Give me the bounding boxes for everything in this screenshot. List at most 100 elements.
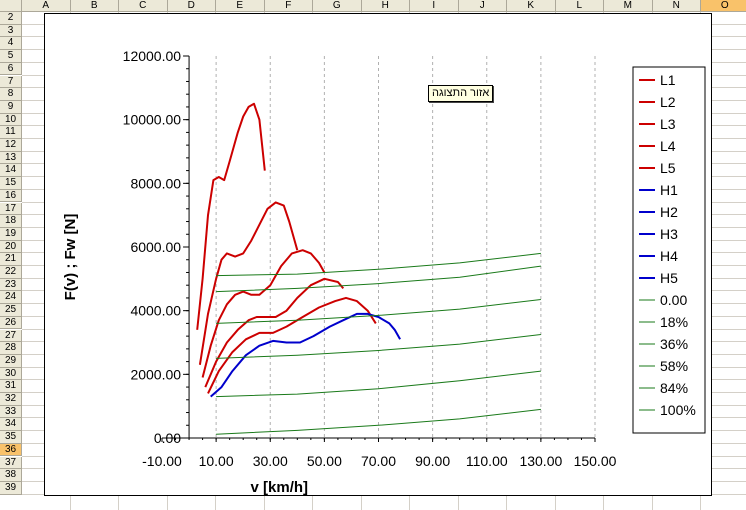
x-tick-label: 10.00 <box>199 453 234 469</box>
legend-label: L5 <box>660 160 676 176</box>
row-header-34[interactable]: 34 <box>0 418 22 432</box>
column-header-a[interactable]: A <box>22 0 71 12</box>
row-header-22[interactable]: 22 <box>0 266 22 279</box>
row-header-21[interactable]: 21 <box>0 253 22 266</box>
row-header-13[interactable]: 13 <box>0 151 22 165</box>
row-header-23[interactable]: 23 <box>0 278 22 292</box>
series-line-100- <box>216 252 541 277</box>
column-header-j[interactable]: J <box>458 0 507 12</box>
column-header-n[interactable]: N <box>652 0 701 12</box>
x-tick-label: 150.00 <box>574 453 617 469</box>
row-header-27[interactable]: 27 <box>0 329 22 343</box>
row-header-10[interactable]: 10 <box>0 113 22 127</box>
x-axis-title: v [km/h] <box>251 479 309 495</box>
legend-label: H4 <box>660 248 678 264</box>
row-header-36[interactable]: 36 <box>0 443 22 457</box>
row-header-17[interactable]: 17 <box>0 202 22 216</box>
row-header-12[interactable]: 12 <box>0 139 22 152</box>
column-header-e[interactable]: E <box>216 0 265 12</box>
row-header-31[interactable]: 31 <box>0 380 22 393</box>
column-header-l[interactable]: L <box>555 0 604 12</box>
series-line-84- <box>216 265 541 293</box>
row-header-29[interactable]: 29 <box>0 354 22 368</box>
row-header-32[interactable]: 32 <box>0 393 22 406</box>
series-line-58- <box>216 299 541 324</box>
y-tick-label: 0.00 <box>154 430 181 446</box>
row-header-11[interactable]: 11 <box>0 126 22 139</box>
chart-area[interactable]: -10.00 10.00 30.00 50.00 70.00 90.00 110.00 130… <box>44 13 712 496</box>
column-header-o[interactable]: O <box>701 0 746 12</box>
row-header-19[interactable]: 19 <box>0 227 22 241</box>
y-tick-label: 12000.00 <box>123 48 182 64</box>
column-header-d[interactable]: D <box>167 0 216 12</box>
row-header-37[interactable]: 37 <box>0 456 22 470</box>
y-tick-label: 6000.00 <box>130 239 181 255</box>
row-header-2[interactable]: 2 <box>0 12 22 25</box>
row-header-7[interactable]: 7 <box>0 75 22 89</box>
column-header-i[interactable]: I <box>410 0 459 12</box>
row-header-28[interactable]: 28 <box>0 342 22 355</box>
series-line-0-00 <box>216 408 541 435</box>
row-header-38[interactable]: 38 <box>0 469 22 482</box>
row-header-15[interactable]: 15 <box>0 177 22 190</box>
row-header-39[interactable]: 39 <box>0 481 22 495</box>
legend-label: H2 <box>660 204 678 220</box>
legend-label: L4 <box>660 138 676 154</box>
column-header-g[interactable]: G <box>313 0 362 12</box>
legend-label: H3 <box>660 226 678 242</box>
row-header-35[interactable]: 35 <box>0 431 22 444</box>
x-tick-label: 70.00 <box>361 453 396 469</box>
row-header-20[interactable]: 20 <box>0 240 22 254</box>
column-header-c[interactable]: C <box>119 0 168 12</box>
column-header-b[interactable]: B <box>70 0 119 12</box>
row-header-3[interactable]: 3 <box>0 24 22 38</box>
legend-box <box>632 66 706 434</box>
row-header-25[interactable]: 25 <box>0 304 22 317</box>
row-header-9[interactable]: 9 <box>0 100 22 114</box>
series-line-h1 <box>210 312 401 398</box>
row-header-18[interactable]: 18 <box>0 215 22 228</box>
row-header-14[interactable]: 14 <box>0 164 22 178</box>
row-header-4[interactable]: 4 <box>0 37 22 51</box>
legend-label: 36% <box>660 336 688 352</box>
x-tick-label: 50.00 <box>307 453 342 469</box>
column-header-f[interactable]: F <box>264 0 313 12</box>
row-header-8[interactable]: 8 <box>0 88 22 101</box>
legend-label: L1 <box>660 72 676 88</box>
legend-label: 0.00 <box>660 292 687 308</box>
series-line-l2 <box>198 201 299 365</box>
x-tick-label: -10.00 <box>142 453 182 469</box>
y-tick-label: 4000.00 <box>130 303 181 319</box>
row-header-6[interactable]: 6 <box>0 62 22 76</box>
x-tick-label: 90.00 <box>415 453 450 469</box>
row-header-30[interactable]: 30 <box>0 367 22 381</box>
legend-label: 58% <box>660 358 688 374</box>
x-tick-label: 110.00 <box>466 453 508 469</box>
row-header-26[interactable]: 26 <box>0 316 22 330</box>
column-header-h[interactable]: H <box>361 0 410 12</box>
y-tick-label: 8000.00 <box>130 175 181 191</box>
series-line-l1 <box>196 102 266 330</box>
legend-label: H5 <box>660 270 678 286</box>
chart-area-tooltip: אזור התצוגה <box>428 85 494 102</box>
row-header-5[interactable]: 5 <box>0 50 22 63</box>
select-all-corner[interactable] <box>0 0 22 12</box>
y-tick-label: 10000.00 <box>123 112 182 128</box>
series-line-18- <box>216 370 541 398</box>
chart-svg: -10.00 10.00 30.00 50.00 70.00 90.00 110.00 130… <box>62 48 706 496</box>
y-tick-label: 2000.00 <box>130 366 181 382</box>
x-tick-label: 30.00 <box>253 453 288 469</box>
legend-label: H1 <box>660 182 678 198</box>
series-line-l4 <box>204 277 345 388</box>
row-header-33[interactable]: 33 <box>0 405 22 419</box>
legend-label: L3 <box>660 116 676 132</box>
series-line-l5 <box>207 296 377 394</box>
series-line-l3 <box>201 249 326 378</box>
legend-label: 18% <box>660 314 688 330</box>
y-axis-title: F(v) ; Fw [N] <box>62 214 79 301</box>
column-header-k[interactable]: K <box>507 0 556 12</box>
row-header-24[interactable]: 24 <box>0 291 22 305</box>
row-header-16[interactable]: 16 <box>0 189 22 203</box>
column-header-m[interactable]: M <box>604 0 653 12</box>
